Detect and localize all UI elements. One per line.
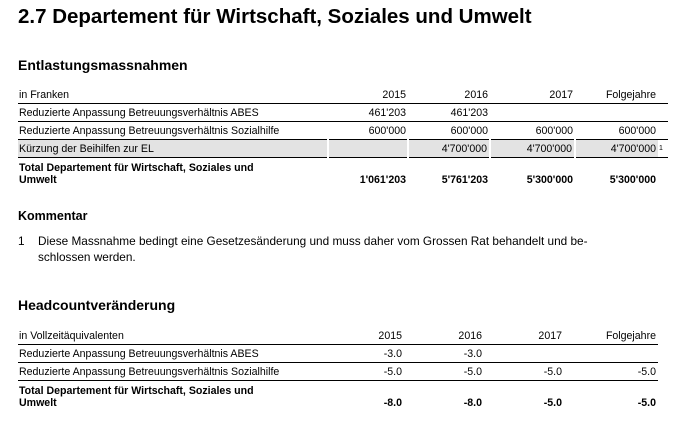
relief-col-2015: 2015 [328,86,408,104]
relief-heading: Entlastungsmassnahmen [18,57,188,73]
table-row: Reduzierte Anpassung Betreuungsverhältni… [18,103,668,122]
relief-header-row: in Franken 2015 2016 2017 Folgejahre [18,86,668,104]
row-label: Reduzierte Anpassung Betreuungsverhältni… [18,362,328,381]
row-value-2017: 4'700'000 [489,139,575,158]
row-value-2015: -5.0 [328,362,404,381]
relief-col-2016: 2016 [408,86,490,104]
total-value-folgejahre: -5.0 [637,397,656,409]
relief-table: in Franken 2015 2016 2017 Folgejahre Red… [18,86,668,188]
total-value-2015: -8.0 [383,397,402,409]
row-label: Reduzierte Anpassung Betreuungsverhältni… [18,344,328,363]
row-value-folgejahre: -5.0 [564,362,658,381]
page-title: 2.7 Departement für Wirtschaft, Soziales… [18,5,532,28]
row-value-2017: 600'000 [490,121,575,140]
row-value-folgejahre: 4'700'000 [574,139,658,158]
row-value-2016: -5.0 [404,362,484,381]
relief-unit-label: in Franken [18,86,328,104]
relief-col-2017: 2017 [490,86,575,104]
footnote-marker: 1 [658,139,668,158]
table-row: Reduzierte Anpassung Betreuungsverhältni… [18,344,658,363]
comment-number: 1 [18,234,25,248]
row-label: Reduzierte Anpassung Betreuungsverhältni… [18,121,328,140]
row-label: Kürzung der Beihilfen zur EL [18,139,328,158]
row-value-2016: 461'203 [408,103,490,122]
row-value-2015: 461'203 [328,103,408,122]
row-value-folgejahre [564,344,658,363]
headcount-heading: Headcountveränderung [18,297,176,313]
row-value-2016: -3.0 [404,344,484,363]
total-value-2016: 5'761'203 [441,174,488,186]
total-value-2017: 5'300'000 [526,174,573,186]
headcount-total-row: Total Departement für Wirtschaft, Sozial… [18,381,658,412]
total-label: Total Departement für Wirtschaft, Sozial… [19,385,254,409]
row-value-folgejahre [575,103,658,122]
headcount-col-2016: 2016 [404,327,484,345]
headcount-unit-label: in Vollzeitäquivalenten [18,327,328,345]
relief-total-row: Total Departement für Wirtschaft, Sozial… [18,158,668,189]
table-row: Kürzung der Beihilfen zur EL 4'700'000 4… [18,139,668,158]
headcount-col-folgejahre: Folgejahre [564,327,658,345]
row-value-2017 [490,103,575,122]
row-value-2015: -3.0 [328,344,404,363]
row-value-folgejahre: 600'000 [575,121,658,140]
table-row: Reduzierte Anpassung Betreuungsverhältni… [18,121,668,140]
total-value-2016: -8.0 [463,397,482,409]
row-value-2015: 600'000 [328,121,408,140]
total-value-2015: 1'061'203 [359,174,406,186]
row-value-2016: 4'700'000 [407,139,490,158]
row-value-2016: 600'000 [408,121,490,140]
row-value-2017 [484,344,564,363]
total-value-folgejahre: 5'300'000 [609,174,656,186]
total-label: Total Departement für Wirtschaft, Sozial… [19,162,254,186]
comment-text: Diese Massnahme bedingt eine Gesetzesänd… [38,234,588,264]
table-row: Reduzierte Anpassung Betreuungsverhältni… [18,362,658,381]
comment-heading: Kommentar [18,209,88,223]
relief-col-folgejahre: Folgejahre [575,86,658,104]
row-label: Reduzierte Anpassung Betreuungsverhältni… [18,103,328,122]
row-value-2015 [327,139,408,158]
comment-item: 1 Diese Massnahme bedingt eine Gesetzesä… [18,233,668,265]
row-value-2017: -5.0 [484,362,564,381]
headcount-header-row: in Vollzeitäquivalenten 2015 2016 2017 F… [18,327,658,345]
headcount-col-2015: 2015 [328,327,404,345]
headcount-col-2017: 2017 [484,327,564,345]
total-value-2017: -5.0 [543,397,562,409]
headcount-table: in Vollzeitäquivalenten 2015 2016 2017 F… [18,327,658,411]
